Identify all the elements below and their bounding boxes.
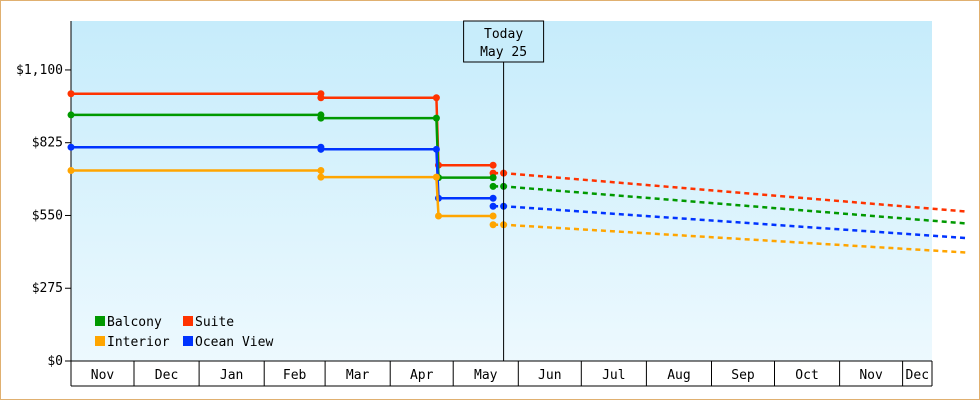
x-month-label: May (474, 368, 498, 383)
history-point (489, 212, 497, 220)
x-month-label: Nov (91, 368, 115, 383)
x-month-label: Jan (220, 368, 243, 383)
y-tick-label: $550 (32, 208, 63, 223)
history-point (67, 166, 75, 174)
x-month-label: Dec (155, 368, 178, 383)
history-point (317, 114, 325, 122)
history-point (67, 143, 75, 151)
legend-swatch (183, 316, 193, 326)
x-month-label: Sep (731, 368, 755, 383)
history-point (435, 212, 442, 220)
legend-swatch (95, 316, 105, 326)
history-line (71, 145, 494, 200)
x-month-label: Jun (538, 368, 561, 383)
x-month-label: Apr (410, 368, 434, 383)
y-tick-label: $825 (32, 136, 63, 151)
history-point (489, 194, 497, 202)
forecast-point (489, 202, 497, 210)
x-month-label: Dec (906, 368, 929, 383)
history-point (489, 161, 497, 169)
today-date: May 25 (480, 45, 527, 60)
history-point (317, 94, 325, 102)
y-tick-label: $1,100 (16, 63, 63, 78)
legend-label: Ocean View (195, 335, 273, 350)
y-tick-label: $275 (32, 281, 63, 296)
history-line (71, 113, 494, 179)
x-month-label: Aug (667, 368, 690, 383)
x-month-label: Jul (602, 368, 625, 383)
history-point (317, 145, 325, 153)
x-month-label: Nov (859, 368, 883, 383)
history-point (67, 111, 75, 119)
plot-background (71, 21, 932, 361)
y-tick-label: $0 (47, 354, 63, 369)
x-axis: Nov Dec Jan Feb Mar Apr May Jun Jul Aug Sep Oct Nov D… (70, 360, 933, 387)
history-line (71, 169, 494, 218)
x-month-label: Mar (346, 368, 370, 383)
forecast-point (489, 182, 497, 190)
history-point (489, 174, 497, 182)
legend-label: Interior (107, 335, 170, 350)
history-point (432, 173, 440, 181)
legend-swatch (183, 336, 193, 346)
history-point (317, 173, 325, 181)
history-point (317, 166, 325, 174)
x-month-label: Oct (795, 368, 818, 383)
legend: Balcony Suite Interior Ocean View (95, 315, 273, 350)
legend-label: Balcony (107, 315, 162, 330)
legend-label: Suite (195, 315, 234, 330)
history-point (432, 94, 440, 102)
history-point (432, 145, 440, 153)
history-point (432, 114, 440, 122)
legend-swatch (95, 336, 105, 346)
today-label: Today (484, 27, 523, 42)
history-point (67, 90, 75, 98)
x-month-label: Feb (283, 368, 307, 383)
forecast-point (489, 221, 497, 229)
y-axis: $0 $275 $550 $825 $1,100 (16, 21, 72, 369)
history-line (71, 92, 494, 167)
today-marker: Today May 25 (463, 20, 545, 361)
today-box (463, 20, 545, 63)
